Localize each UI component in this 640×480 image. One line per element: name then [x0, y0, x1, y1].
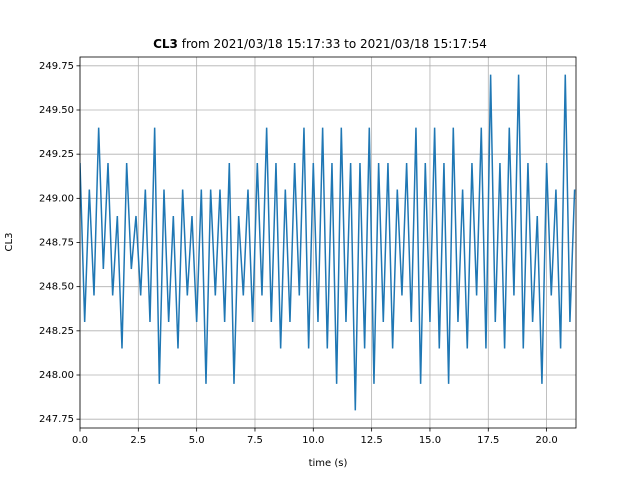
y-tick-label: 249.00 [39, 193, 74, 204]
y-tick-label: 248.75 [39, 238, 74, 249]
title-range: from 2021/03/18 15:17:33 to 2021/03/18 1… [182, 37, 487, 51]
y-tick-label: 249.25 [39, 149, 74, 160]
x-tick-label: 17.5 [477, 435, 499, 446]
title-label: CL3 [153, 37, 178, 51]
x-tick-label: 2.5 [130, 435, 146, 446]
y-tick-label: 247.75 [39, 414, 74, 425]
y-tick-label: 248.00 [39, 370, 74, 381]
chart-title: CL3 from 2021/03/18 15:17:33 to 2021/03/… [153, 37, 487, 51]
x-axis-label: time (s) [309, 458, 348, 469]
x-tick-label: 5.0 [189, 435, 205, 446]
x-tick-label: 15.0 [419, 435, 441, 446]
x-tick-label: 0.0 [72, 435, 88, 446]
plot-frame [79, 56, 577, 429]
data-line [80, 74, 576, 411]
x-tick-label: 12.5 [360, 435, 382, 446]
x-tick-label: 10.0 [302, 435, 324, 446]
x-tick-label: 20.0 [535, 435, 557, 446]
y-tick-label: 248.50 [39, 282, 74, 293]
y-tick-label: 248.25 [39, 326, 74, 337]
x-tick-label: 7.5 [247, 435, 263, 446]
y-axis-label: CL3 [4, 233, 15, 252]
y-tick-label: 249.75 [39, 61, 74, 72]
y-tick-label: 249.50 [39, 105, 74, 116]
